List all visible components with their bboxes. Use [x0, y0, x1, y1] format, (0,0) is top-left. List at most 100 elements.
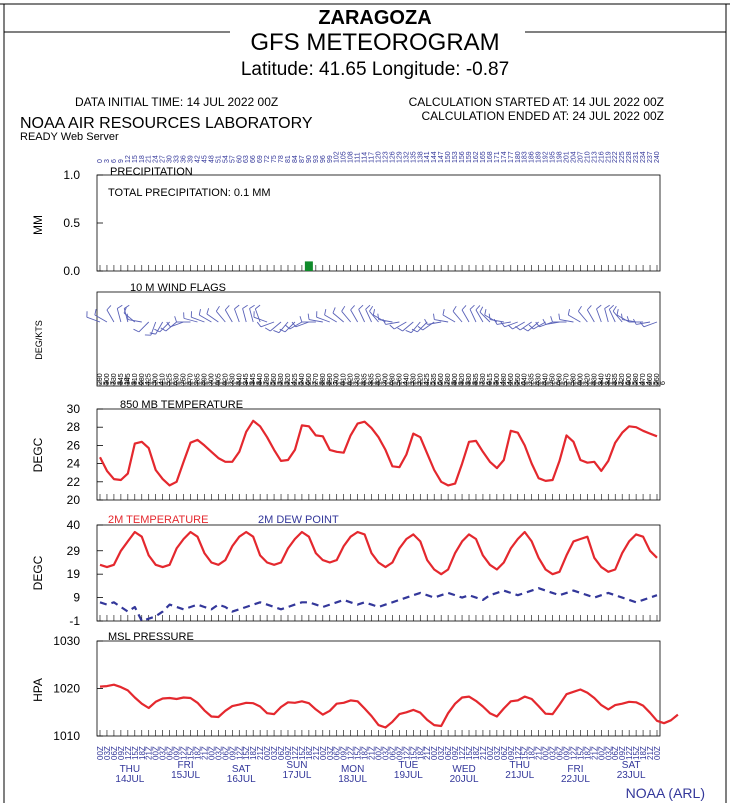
- precip-total: TOTAL PRECIPITATION: 0.1 MM: [108, 187, 271, 199]
- top-hour-label: 240: [654, 151, 661, 163]
- wind-barb-feather: [452, 305, 457, 312]
- wind-speed-label: 6: [521, 381, 528, 385]
- bottom-hour-label: 21Z: [479, 746, 488, 760]
- wind-direction-label: 260: [508, 373, 515, 385]
- top-hour-label: 69: [257, 155, 264, 163]
- top-hour-label: 27: [160, 155, 167, 163]
- wind-speed-label: 7: [228, 381, 235, 385]
- wind-barb: [385, 321, 400, 325]
- wind-speed-label: 7: [618, 381, 625, 385]
- wind-speed-label: 4: [639, 381, 646, 385]
- initial-time: DATA INITIAL TIME: 14 JUL 2022 00Z: [75, 95, 278, 109]
- wind-barb: [475, 309, 484, 323]
- wind-barb: [127, 319, 142, 323]
- wind-direction-label: 250: [271, 373, 278, 385]
- precip-title: PRECIPITATION: [110, 166, 193, 178]
- top-hour-label: 177: [508, 151, 515, 163]
- wind-speed-label: 8: [535, 381, 542, 385]
- wind-speed-label: 9: [131, 381, 138, 385]
- wind-speed-label: 6: [214, 381, 221, 385]
- top-hour-label: 207: [577, 151, 584, 163]
- wind-barb-feather: [106, 305, 112, 311]
- y-tick-label: 1030: [53, 634, 80, 648]
- top-hour-label: 156: [459, 151, 466, 163]
- wind-speed-label: 7: [263, 381, 270, 385]
- wind-direction-label: 335: [473, 373, 480, 385]
- y-tick-label: 24: [67, 457, 81, 471]
- wind-speed-label: 6: [486, 381, 493, 385]
- wind-barb: [138, 321, 150, 333]
- y-tick-label: 26: [67, 438, 81, 452]
- wind-direction-label: 330: [480, 373, 487, 385]
- mslp-line: [99, 683, 679, 729]
- bottom-hour-label: 12Z: [569, 746, 578, 760]
- wind-speed-label: 6: [625, 381, 632, 385]
- wind-barb: [253, 316, 268, 323]
- wind-barb-feather: [324, 309, 327, 316]
- wind-speed-label: 3: [409, 381, 416, 385]
- bottom-hour-label: 03Z: [214, 746, 223, 760]
- wind-barb: [206, 313, 219, 323]
- day-date-label: 17JUL: [282, 770, 311, 781]
- wind-barb-feather: [358, 304, 364, 310]
- wind-speed-label: 5: [430, 381, 437, 385]
- precip-ylabel: MM: [31, 215, 45, 235]
- top-hour-label: 141: [424, 151, 431, 163]
- t850-line: [99, 419, 658, 487]
- wind-direction-label: 240: [299, 373, 306, 385]
- top-hour-label: 66: [250, 155, 257, 163]
- day-of-week-label: FRI: [177, 760, 193, 771]
- bottom-hour-label: 09Z: [562, 746, 571, 760]
- y-tick-label: 1010: [53, 729, 80, 743]
- wind-barb-feather: [123, 304, 130, 309]
- wind-barb-feather: [369, 305, 374, 312]
- top-hour-label: 30: [167, 155, 174, 163]
- wind-speed-label: 8: [256, 381, 263, 385]
- bottom-hour-label: 15Z: [298, 746, 307, 760]
- wind-speed-label: 9: [194, 381, 201, 385]
- footer-credit: NOAA (ARL): [626, 785, 705, 801]
- wind-barb: [504, 321, 518, 328]
- day-date-label: 18JUL: [338, 774, 367, 785]
- top-hour-label: 210: [584, 151, 591, 163]
- top-hour-label: 174: [501, 151, 508, 163]
- wind-speed-label: 8: [472, 381, 479, 385]
- wind-barb: [224, 309, 233, 323]
- wind-speed-label: 5: [298, 381, 305, 385]
- day-date-label: 15JUL: [171, 770, 200, 781]
- wind-direction-label: 300: [494, 373, 501, 385]
- wind-speed-label: 9: [458, 381, 465, 385]
- wind-barb-feather: [94, 309, 97, 316]
- bottom-hour-label: 21Z: [535, 746, 544, 760]
- wind-direction-label: 250: [181, 373, 188, 385]
- top-hour-label: 147: [438, 151, 445, 163]
- bottom-hour-label: 18Z: [193, 746, 202, 760]
- wind-barb: [358, 309, 365, 323]
- wind-barb-feather: [307, 313, 310, 320]
- top-hour-label: 105: [341, 151, 348, 163]
- wind-direction-label: 270: [563, 373, 570, 385]
- wind-barb-feather: [365, 304, 371, 310]
- wind-direction-label: 290: [264, 373, 271, 385]
- bottom-hour-label: 00Z: [486, 746, 495, 760]
- top-hour-label: 42: [194, 155, 201, 163]
- wind-speed-label: 8: [361, 381, 368, 385]
- wind-direction-label: 230: [410, 373, 417, 385]
- t850-panel: [96, 408, 661, 501]
- wind-barb: [332, 312, 344, 323]
- top-hour-label: 60: [236, 155, 243, 163]
- wind-barb-feather: [273, 330, 280, 334]
- day-of-week-label: SUN: [286, 760, 307, 771]
- y-tick-label: 22: [67, 475, 81, 489]
- wind-direction-label: 280: [389, 373, 396, 385]
- wind-barb-feather: [535, 321, 540, 328]
- top-hour-label: 15: [132, 155, 139, 163]
- bottom-hour-label: 21Z: [312, 746, 321, 760]
- wind-direction-label: 235: [529, 373, 536, 385]
- wind-direction-label: 305: [215, 373, 222, 385]
- bottom-hour-label: 03Z: [604, 746, 613, 760]
- wind-direction-label: 345: [250, 373, 257, 385]
- wind-barb-feather: [469, 304, 475, 310]
- wind-barb-feather: [264, 327, 271, 332]
- wind-barb: [116, 308, 122, 323]
